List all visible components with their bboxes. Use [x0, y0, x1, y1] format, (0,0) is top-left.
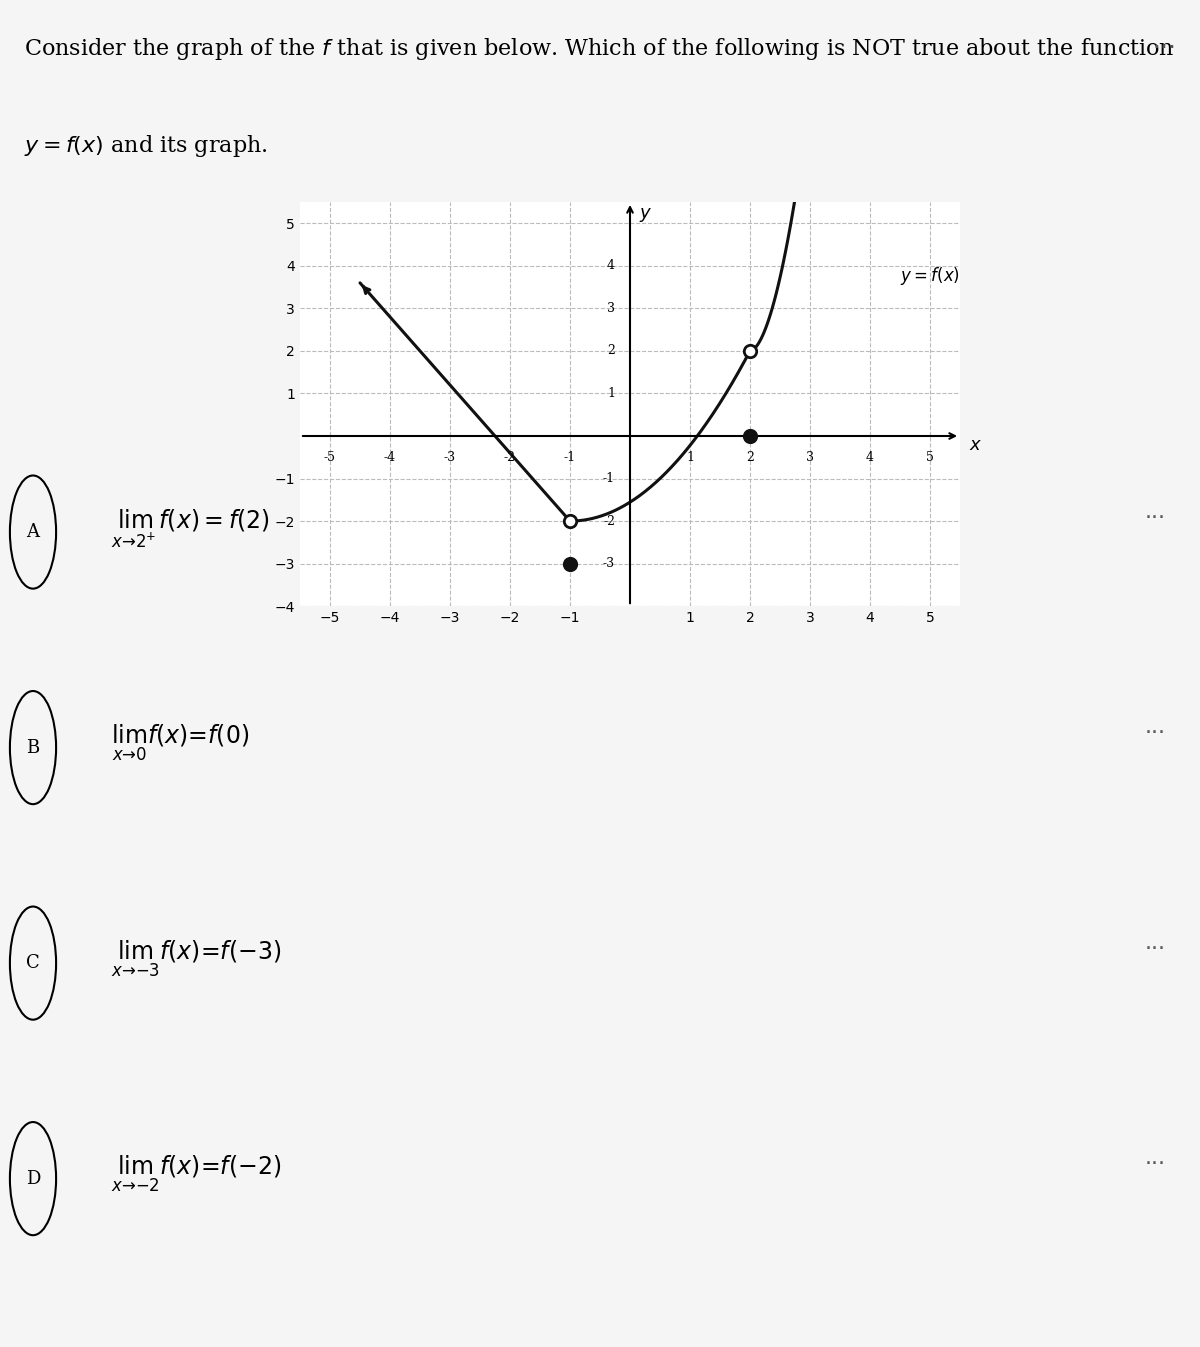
Text: -2: -2: [604, 515, 616, 528]
Text: $\lim_{x \to 0} f(x) = f(0)$: $\lim_{x \to 0} f(x) = f(0)$: [110, 723, 248, 764]
Text: ···: ···: [1145, 723, 1165, 744]
Text: Consider the graph of the $f$ that is given below. Which of the following is NOT: Consider the graph of the $f$ that is gi…: [24, 36, 1175, 62]
Text: 3: 3: [607, 302, 616, 315]
Point: [560, 552, 580, 574]
Text: $y = f(x)$: $y = f(x)$: [900, 265, 960, 287]
Text: 1: 1: [607, 387, 616, 400]
Text: $y = f(x)$ and its graph.: $y = f(x)$ and its graph.: [24, 133, 268, 159]
Text: 2: 2: [746, 451, 754, 463]
Point: [740, 426, 760, 447]
Text: ···: ···: [1145, 939, 1165, 959]
Text: 2: 2: [607, 345, 616, 357]
Text: B: B: [26, 738, 40, 757]
Text: -4: -4: [384, 451, 396, 463]
Text: D: D: [26, 1169, 40, 1188]
Text: -1: -1: [602, 471, 616, 485]
Text: 5: 5: [926, 451, 934, 463]
Text: 4: 4: [866, 451, 874, 463]
Text: -1: -1: [564, 451, 576, 463]
Text: -2: -2: [504, 451, 516, 463]
Text: 3: 3: [806, 451, 814, 463]
Text: C: C: [26, 954, 40, 973]
Text: A: A: [26, 523, 40, 541]
Point: [740, 341, 760, 362]
Text: $\lim_{x \to 2^+} f(x) = f(2)$: $\lim_{x \to 2^+} f(x) = f(2)$: [110, 508, 270, 550]
Text: 1: 1: [686, 451, 694, 463]
Text: -3: -3: [602, 558, 616, 570]
Text: ···: ···: [1145, 1154, 1165, 1175]
Text: $\lim_{x \to -2} f(x) = f(-2)$: $\lim_{x \to -2} f(x) = f(-2)$: [110, 1154, 281, 1195]
Text: $y$: $y$: [640, 206, 653, 225]
Text: -3: -3: [444, 451, 456, 463]
Text: ···: ···: [1152, 36, 1176, 61]
Point: [560, 511, 580, 532]
Text: $x$: $x$: [970, 435, 983, 454]
Text: $\lim_{x \to -3} f(x) = f(-3)$: $\lim_{x \to -3} f(x) = f(-3)$: [110, 939, 281, 979]
Text: ···: ···: [1145, 508, 1165, 528]
Text: -5: -5: [324, 451, 336, 463]
Text: 4: 4: [607, 260, 616, 272]
